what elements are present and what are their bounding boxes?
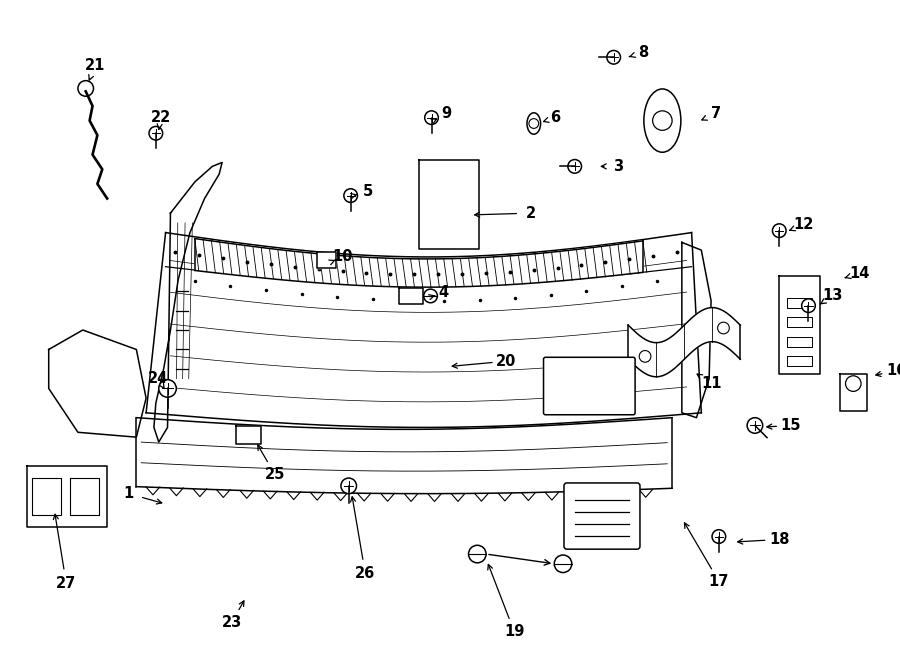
Circle shape <box>802 299 815 313</box>
Polygon shape <box>628 307 741 377</box>
Text: 9: 9 <box>441 106 451 121</box>
Text: 6: 6 <box>550 110 561 125</box>
FancyBboxPatch shape <box>564 483 640 549</box>
Circle shape <box>425 111 438 124</box>
Text: 12: 12 <box>794 217 814 232</box>
Text: 3: 3 <box>614 159 624 174</box>
Polygon shape <box>787 298 813 307</box>
Circle shape <box>554 555 572 572</box>
Circle shape <box>469 545 486 563</box>
Polygon shape <box>787 356 813 366</box>
Text: 14: 14 <box>849 266 869 281</box>
Polygon shape <box>787 337 813 346</box>
Polygon shape <box>682 243 711 418</box>
Polygon shape <box>194 239 643 287</box>
Text: 19: 19 <box>504 625 525 639</box>
Polygon shape <box>137 418 672 494</box>
Text: 16: 16 <box>886 364 900 379</box>
Text: 2: 2 <box>526 206 536 221</box>
Text: 27: 27 <box>56 576 76 591</box>
Circle shape <box>772 224 786 237</box>
FancyBboxPatch shape <box>544 358 635 414</box>
Polygon shape <box>154 163 222 442</box>
Circle shape <box>344 189 357 202</box>
Text: 22: 22 <box>150 110 171 125</box>
Text: 4: 4 <box>438 286 448 301</box>
Text: 10: 10 <box>333 249 353 264</box>
Text: 13: 13 <box>823 288 843 303</box>
Text: 8: 8 <box>638 45 648 60</box>
Polygon shape <box>840 374 867 411</box>
Text: 11: 11 <box>701 376 721 391</box>
Circle shape <box>149 126 163 140</box>
Circle shape <box>607 50 620 64</box>
Polygon shape <box>567 486 637 546</box>
Circle shape <box>712 529 725 543</box>
Polygon shape <box>400 288 423 303</box>
Circle shape <box>424 289 437 303</box>
Polygon shape <box>787 317 813 327</box>
Text: 1: 1 <box>123 486 134 501</box>
Polygon shape <box>27 467 107 527</box>
Circle shape <box>568 159 581 173</box>
Circle shape <box>341 478 356 494</box>
Text: 7: 7 <box>711 106 721 121</box>
Text: 15: 15 <box>780 418 801 433</box>
Text: 20: 20 <box>496 354 517 369</box>
Ellipse shape <box>527 113 541 134</box>
Circle shape <box>747 418 762 433</box>
Ellipse shape <box>644 89 681 152</box>
Text: 18: 18 <box>769 532 789 547</box>
Polygon shape <box>236 426 261 444</box>
Polygon shape <box>418 159 479 249</box>
Polygon shape <box>779 276 820 374</box>
Text: 24: 24 <box>148 371 168 386</box>
Text: 25: 25 <box>265 467 285 482</box>
Text: 26: 26 <box>356 566 375 581</box>
Polygon shape <box>146 233 701 428</box>
Text: 21: 21 <box>86 58 105 73</box>
Circle shape <box>158 379 176 397</box>
Polygon shape <box>49 330 146 437</box>
Text: 23: 23 <box>221 615 242 630</box>
Text: 17: 17 <box>708 574 729 589</box>
Text: 5: 5 <box>363 184 374 199</box>
Polygon shape <box>317 252 336 268</box>
